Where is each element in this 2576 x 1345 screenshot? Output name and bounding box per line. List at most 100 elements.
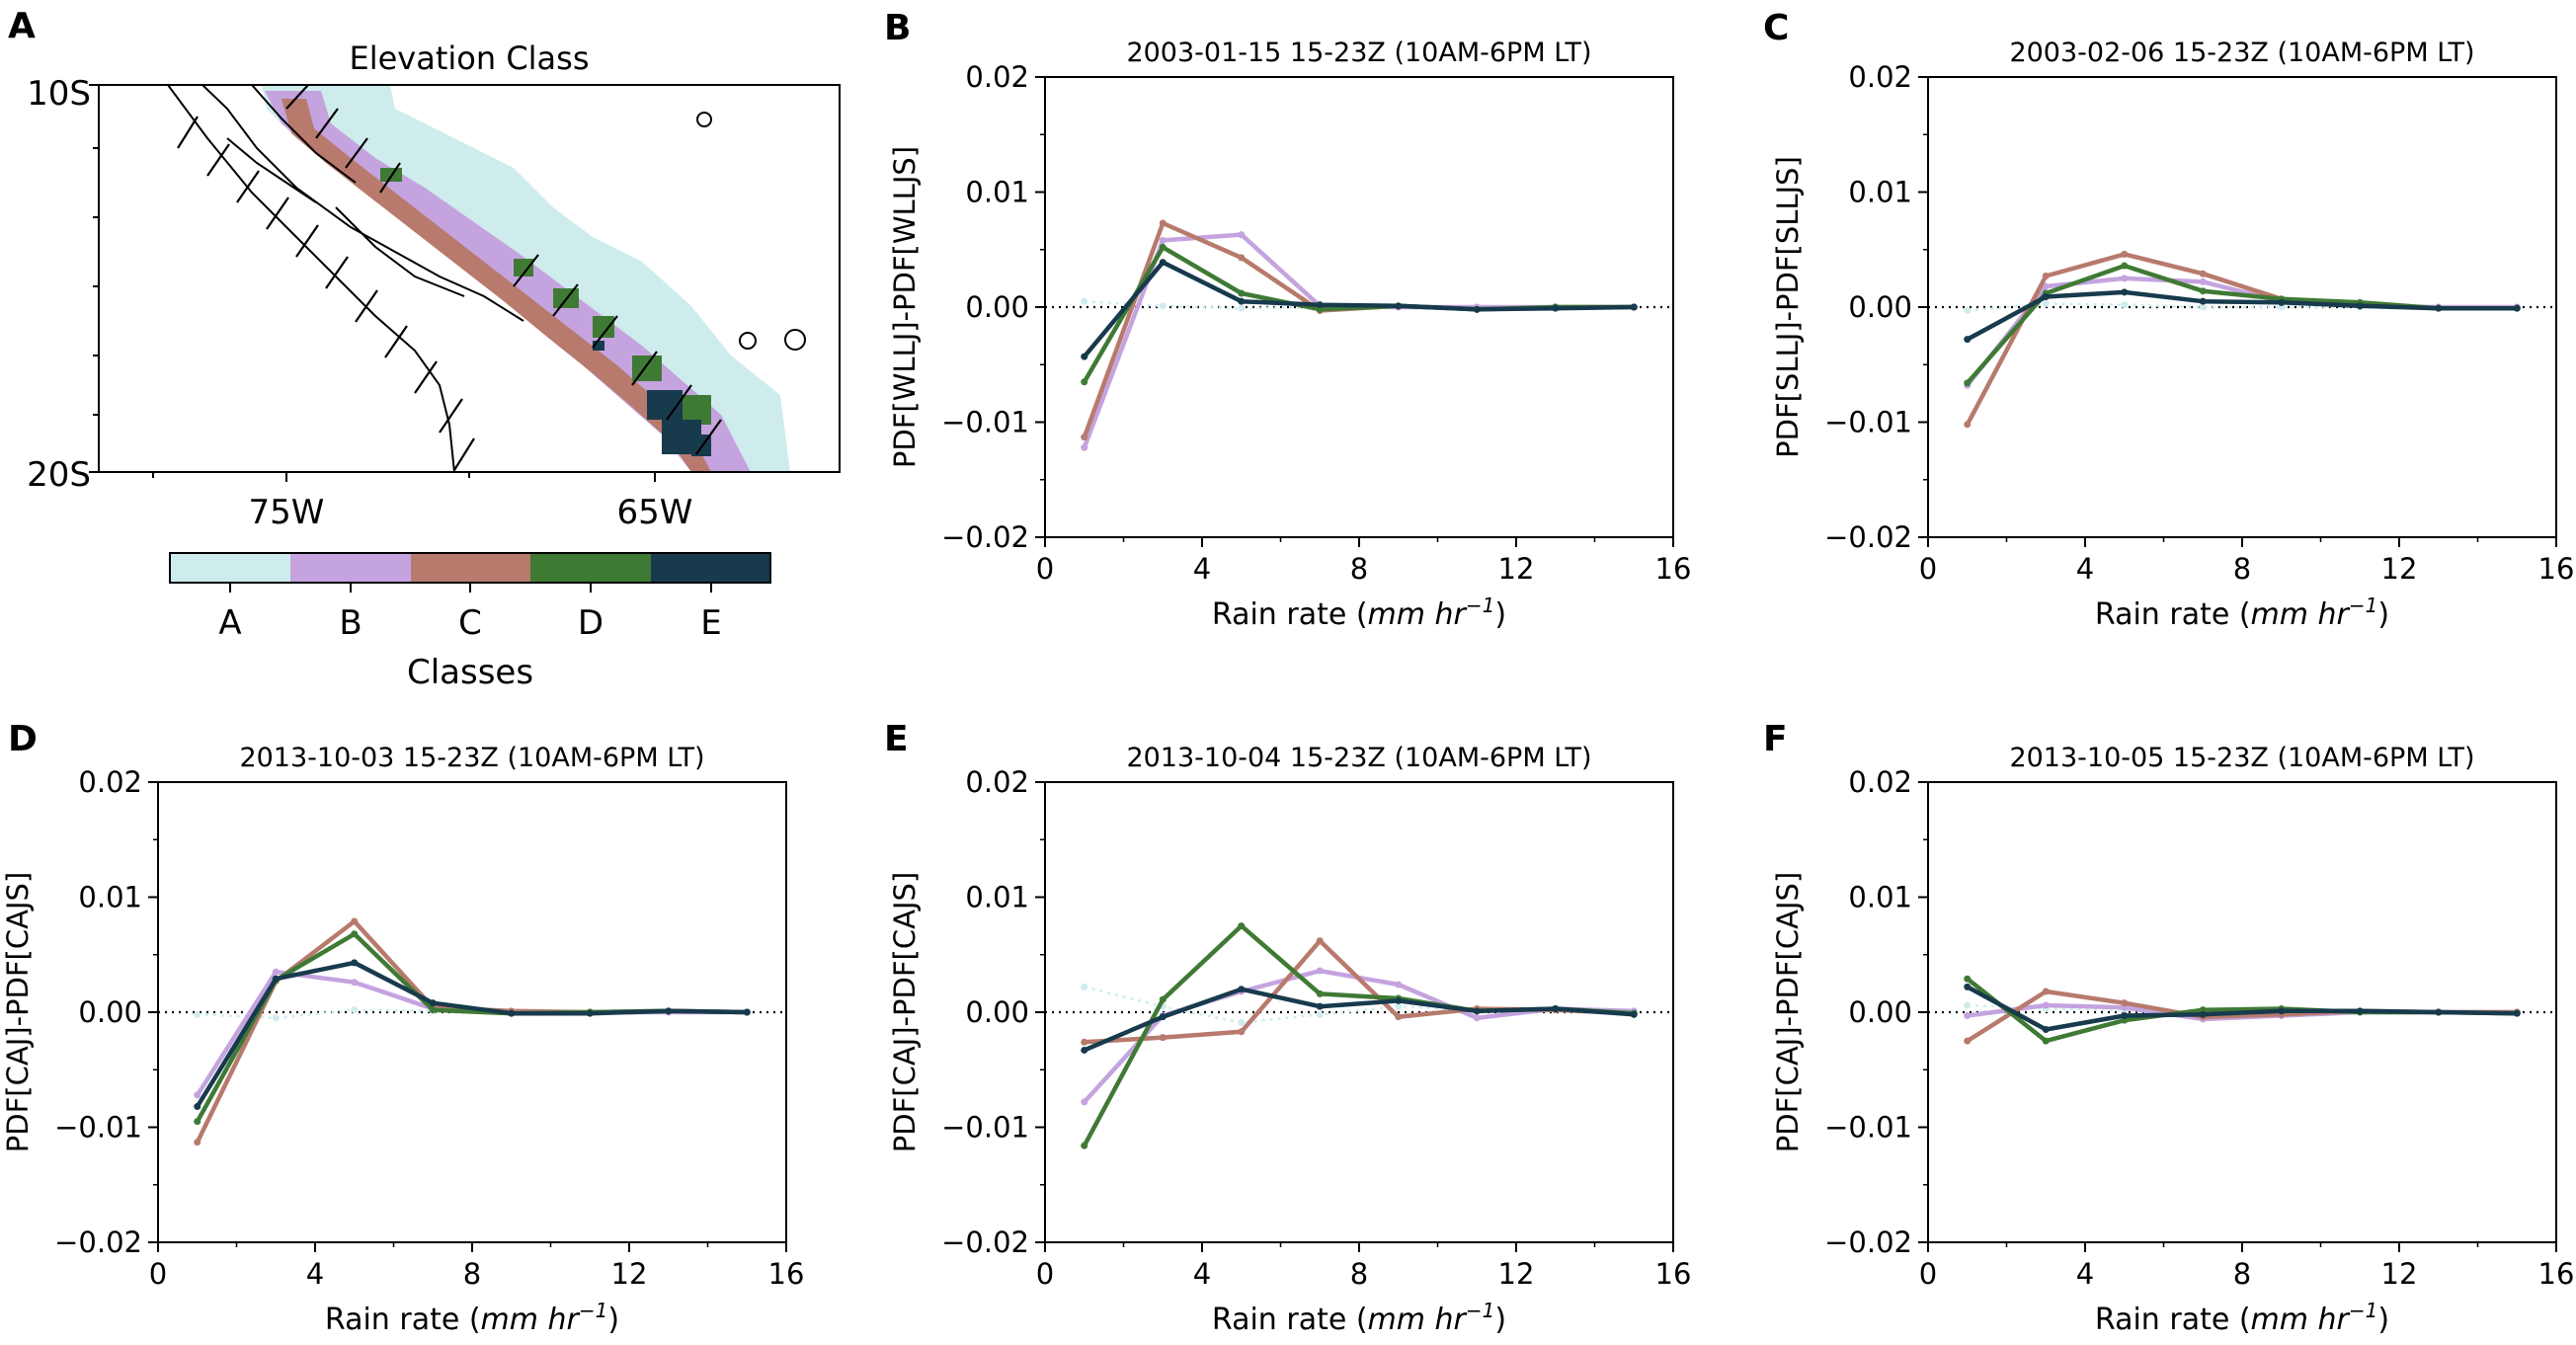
x-tick-label: 16: [768, 1257, 805, 1291]
x-tick-label: 12: [611, 1257, 648, 1291]
data-point-b: [1081, 443, 1088, 451]
colorbar-title: Classes: [407, 653, 533, 692]
data-point-e: [1964, 336, 1972, 344]
y-tick-label: −0.02: [941, 520, 1029, 554]
data-point-e: [743, 1008, 751, 1016]
data-point-e: [1630, 303, 1638, 311]
data-point-e: [2121, 1011, 2129, 1019]
data-point-c: [1159, 219, 1167, 227]
x-axis-label: Rain rate (mm hr−1): [2095, 1299, 2389, 1337]
series-line-c: [195, 918, 748, 1144]
y-tick-label: 0.02: [1848, 60, 1912, 94]
x-tick-label: 4: [306, 1257, 324, 1291]
colorbar-label-c: C: [458, 603, 482, 643]
chart-title: 2013-10-04 15-23Z (10AM-6PM LT): [1126, 743, 1591, 773]
data-point-e: [2435, 304, 2443, 312]
data-point-e: [2435, 1008, 2443, 1016]
data-point-e: [1081, 353, 1088, 360]
x-tick-label: 8: [2233, 552, 2251, 586]
x-tick-label: 4: [2076, 552, 2094, 586]
data-point-d: [1159, 995, 1167, 1003]
data-point-b: [2121, 275, 2129, 282]
x-tick-label: 12: [1498, 1257, 1535, 1291]
map-title: Elevation Class: [350, 40, 590, 77]
y-tick-label: 0.00: [1848, 290, 1912, 324]
y-tick-label: −0.01: [54, 1111, 142, 1145]
colorbar-swatch-e: [651, 553, 770, 583]
series-line-d: [1082, 245, 1635, 383]
data-point-e: [586, 1009, 594, 1017]
chart-title: 2003-01-15 15-23Z (10AM-6PM LT): [1126, 38, 1591, 68]
x-tick-label: 8: [463, 1257, 481, 1291]
data-point-e: [2042, 293, 2050, 301]
data-point-d: [1964, 379, 1972, 387]
data-point-c: [1316, 937, 1324, 945]
chart-panels: B 2003-01-15 15-23Z (10AM-6PM LT) 0 4 8 12 16 0…: [1, 8, 2574, 1337]
y-tick-label: 0.02: [78, 765, 142, 799]
series-line-c: [1965, 252, 2518, 426]
panel-letter-f: F: [1763, 719, 1788, 759]
series-line-a: [1084, 986, 1635, 1024]
chart-panel-c: C 2003-02-06 15-23Z (10AM-6PM LT) 0 4 8 12 16 0…: [1763, 8, 2574, 632]
map-ticks: [89, 84, 656, 482]
data-point-b: [2199, 277, 2207, 285]
map-ytick-20s: 20S: [27, 455, 91, 495]
y-axis-label: PDF[SLLJ]-PDF[SLLJS]: [1771, 156, 1805, 458]
data-point-a: [1316, 1010, 1324, 1018]
data-point-a: [351, 1006, 359, 1014]
data-point-e: [2199, 297, 2207, 305]
data-point-c: [351, 917, 359, 925]
series-line-e: [195, 960, 748, 1108]
x-tick-label: 8: [1350, 1257, 1368, 1291]
data-point-e: [2278, 1007, 2286, 1015]
y-tick-label: 0.01: [1848, 176, 1912, 209]
data-point-a: [1238, 304, 1246, 312]
y-tick-label: 0.00: [965, 290, 1029, 324]
y-tick-label: 0.01: [78, 881, 142, 914]
map-panel: A Elevation Class: [8, 6, 841, 692]
x-axis-label: Rain rate (mm hr−1): [1212, 1299, 1506, 1337]
colorbar-swatch-c: [411, 553, 530, 583]
elevation-class-c-region: [282, 99, 711, 472]
data-point-e: [1964, 983, 1972, 990]
data-point-e: [1395, 302, 1403, 310]
data-point-d: [1081, 378, 1088, 386]
data-point-e: [1316, 301, 1324, 309]
x-axis-label: Rain rate (mm hr−1): [2095, 593, 2389, 632]
data-point-d: [1238, 289, 1246, 297]
y-tick-label: −0.01: [1824, 1111, 1912, 1145]
data-point-e: [1159, 259, 1167, 267]
data-point-e: [1238, 986, 1246, 993]
y-tick-label: 0.02: [1848, 765, 1912, 799]
y-axis-label: PDF[WLLJ]-PDF[WLLJS]: [888, 146, 922, 468]
data-point-e: [1159, 1013, 1167, 1021]
y-tick-label: 0.00: [78, 995, 142, 1029]
data-point-e: [2513, 304, 2521, 312]
colorbar-swatch-d: [530, 553, 651, 583]
data-point-e: [1395, 996, 1403, 1004]
map-contours: [167, 85, 806, 472]
series-line-d: [195, 931, 748, 1123]
data-point-d: [2199, 287, 2207, 295]
y-tick-label: −0.01: [941, 1111, 1029, 1145]
series-line-c: [1084, 938, 1635, 1045]
y-axis-label: PDF[CAJ]-PDF[CAJS]: [1, 872, 35, 1152]
data-point-c: [1395, 1013, 1403, 1021]
data-point-d: [194, 1118, 201, 1126]
colorbar-label-a: A: [218, 603, 241, 643]
data-point-b: [272, 968, 280, 976]
data-point-a: [1081, 297, 1088, 305]
y-tick-label: −0.02: [941, 1226, 1029, 1259]
data-point-c: [2042, 273, 2050, 280]
series-line-c: [1082, 220, 1635, 438]
data-point-a: [1159, 302, 1167, 310]
y-tick-label: 0.00: [1848, 995, 1912, 1029]
data-point-d: [351, 930, 359, 938]
x-axis-label: Rain rate (mm hr−1): [1212, 593, 1506, 632]
data-point-b: [1159, 236, 1167, 244]
data-point-d: [2121, 262, 2129, 270]
data-point-d: [1964, 975, 1972, 983]
colorbar-swatch-b: [290, 553, 411, 583]
chart-title: 2003-02-06 15-23Z (10AM-6PM LT): [2009, 38, 2474, 68]
panel-letter-c: C: [1763, 8, 1789, 48]
